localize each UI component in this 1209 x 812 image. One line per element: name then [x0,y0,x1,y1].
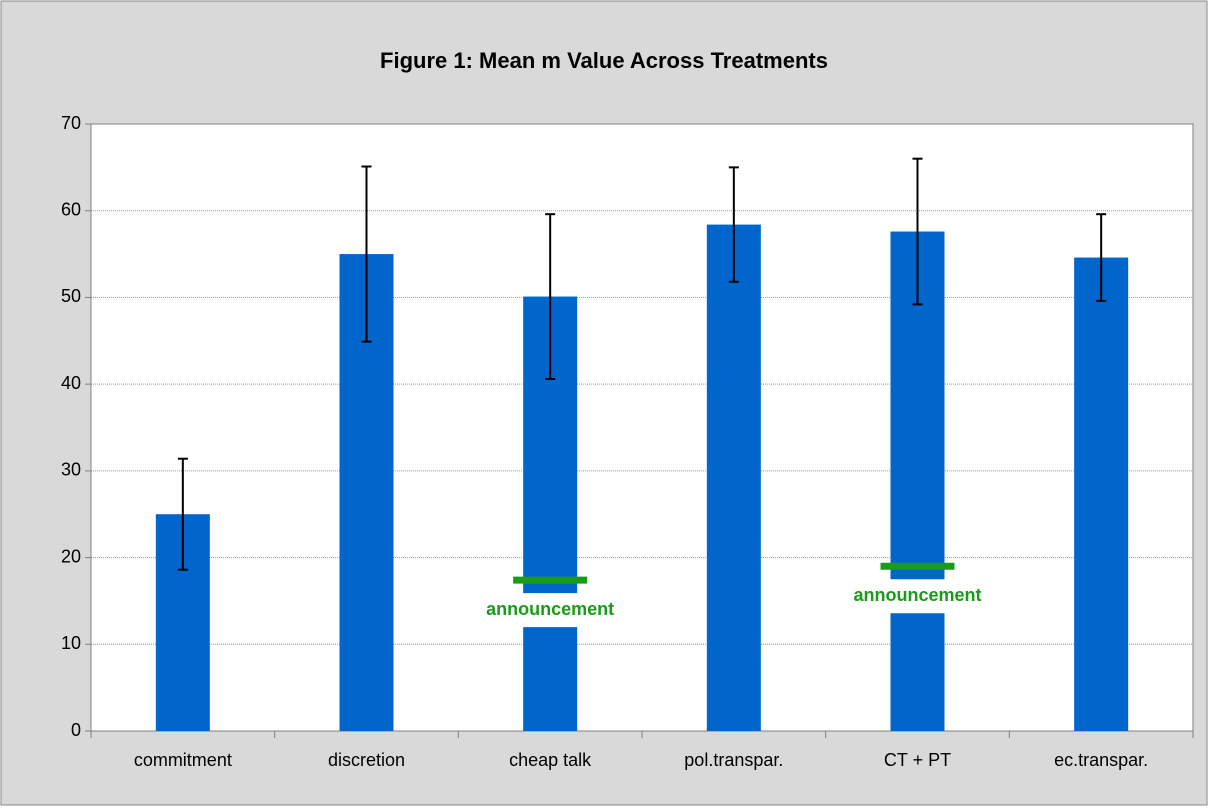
label-background [462,593,639,628]
x-tick-label: ec.transpar. [1054,750,1148,770]
y-tick-label: 40 [61,373,81,393]
x-tick-label: commitment [134,750,232,770]
error-bar [361,165,372,343]
error-bar [728,166,739,283]
x-tick-label: CT + PT [884,750,951,770]
error-bar [912,157,923,306]
y-tick-label: 30 [61,460,81,480]
chart-title: Figure 1: Mean m Value Across Treatments [380,48,828,73]
label-background [829,579,1006,614]
x-tick-label: discretion [328,750,405,770]
x-tick-label: pol.transpar. [684,750,783,770]
y-tick-label: 0 [71,720,81,740]
y-tick-label: 70 [61,113,81,133]
y-tick-label: 10 [61,633,81,653]
error-bar [177,457,188,571]
error-bar [1096,213,1107,302]
announcement-label: announcement [486,599,614,619]
plot-area [91,124,1193,731]
bar [1074,257,1129,731]
bar [890,231,945,732]
y-tick-label: 20 [61,546,81,566]
bar [706,224,761,732]
y-tick-label: 50 [61,286,81,306]
x-tick-label: cheap talk [509,750,592,770]
error-bar [545,213,556,380]
announcement-label: announcement [853,585,981,605]
y-tick-label: 60 [61,199,81,219]
